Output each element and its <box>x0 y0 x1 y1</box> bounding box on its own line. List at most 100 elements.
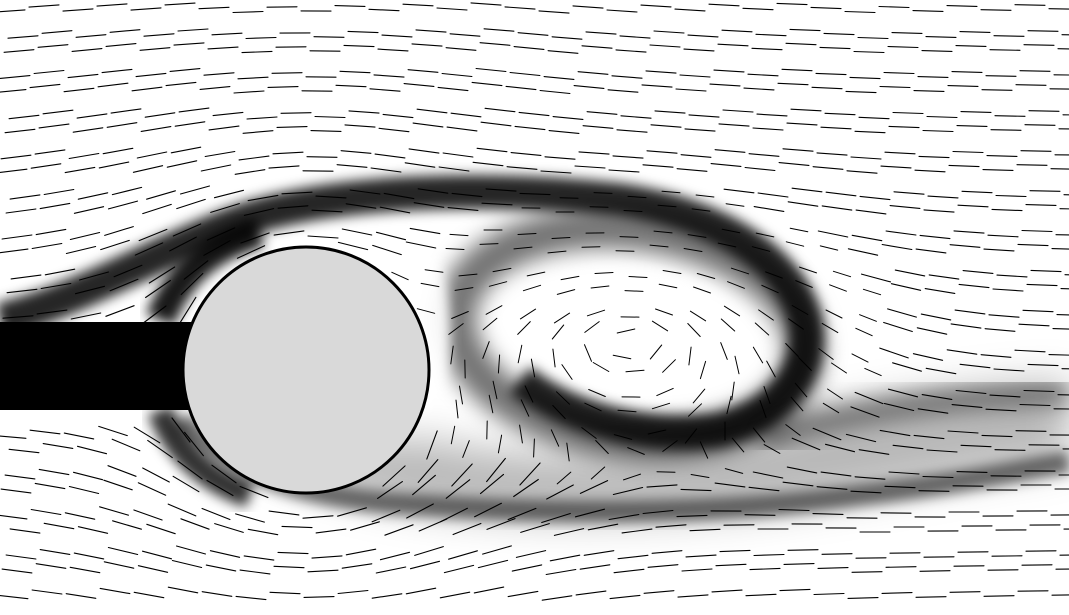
streakline-dash <box>34 482 66 490</box>
streakline-dash <box>179 296 197 324</box>
streakline-dash <box>612 354 632 360</box>
streakline-dash <box>524 385 534 403</box>
streakline-dash <box>996 274 1028 278</box>
streakline-dash <box>486 518 516 530</box>
streakline-dash <box>925 36 957 38</box>
streakline-dash <box>43 522 75 530</box>
streakline-dash <box>455 399 459 419</box>
streakline-dash <box>763 386 771 404</box>
streakline-dash <box>147 439 173 459</box>
streakline-dash <box>403 83 435 87</box>
streakline-dash <box>761 284 779 294</box>
streakline-dash <box>675 88 707 92</box>
streakline-dash <box>314 115 346 119</box>
streakline-dash <box>146 523 176 535</box>
streakline-dash <box>812 427 842 441</box>
streakline-dash <box>789 28 821 32</box>
streakline-dash <box>606 9 638 13</box>
streakline-dash <box>234 169 266 175</box>
streakline-dash <box>955 45 987 47</box>
streakline-dash <box>1061 34 1069 36</box>
streakline-dash <box>948 164 980 168</box>
streakline-dash <box>271 72 303 74</box>
streakline-dash <box>574 508 606 518</box>
streakline-dash <box>481 202 513 206</box>
streakline-dash <box>864 367 882 377</box>
streakline-dash <box>547 250 567 254</box>
streakline-dash <box>556 471 572 485</box>
streakline-dash <box>850 156 882 160</box>
streakline-dash <box>721 29 753 33</box>
streakline-dash <box>107 546 139 556</box>
streakline-dash <box>302 515 334 519</box>
streakline-dash <box>989 49 1021 51</box>
streakline-dash <box>522 284 542 292</box>
streakline-dash <box>1030 269 1062 273</box>
streakline-dash <box>96 3 128 7</box>
streakline-dash <box>479 473 505 495</box>
streakline-dash <box>778 508 810 512</box>
streakline-dash <box>586 309 606 317</box>
streakline-dash <box>100 239 130 251</box>
streakline-dash <box>73 552 105 560</box>
streakline-dash <box>854 476 886 480</box>
streakline-dash <box>695 194 715 198</box>
streakline-dash <box>649 244 669 248</box>
streakline-dash <box>407 69 439 73</box>
streakline-dash <box>240 232 270 244</box>
streakline-dash <box>582 125 614 129</box>
streakline-dash <box>854 130 886 134</box>
streakline-dash <box>662 440 678 452</box>
streakline-dash <box>951 71 983 73</box>
streakline-dash <box>272 151 304 155</box>
streakline-dash <box>307 569 339 573</box>
streakline-dash <box>538 10 570 14</box>
streakline-dash <box>245 36 277 40</box>
streakline-dash <box>552 348 556 368</box>
streakline-dash <box>677 594 709 598</box>
streakline-dash <box>345 203 377 209</box>
streakline-dash <box>307 235 339 239</box>
streakline-dash <box>850 406 880 418</box>
streakline-dash <box>75 34 107 38</box>
streakline-dash <box>879 429 911 437</box>
streakline-dash <box>885 566 917 568</box>
streakline-dash <box>409 560 441 570</box>
streakline-dash <box>688 403 702 417</box>
streakline-dash <box>651 320 669 332</box>
streakline-dash <box>378 127 410 133</box>
streakline-dash <box>1015 84 1047 86</box>
streakline-dash <box>776 2 808 6</box>
streakline-dash <box>981 434 1013 438</box>
streakline-dash <box>519 424 523 444</box>
streakline-dash <box>959 31 991 33</box>
streakline-dash <box>530 358 536 378</box>
streakline-dash <box>507 590 539 598</box>
streakline-dash <box>349 189 381 195</box>
streakline-dash <box>203 240 231 256</box>
streakline-dash <box>946 5 978 7</box>
streakline-dash <box>620 115 652 119</box>
streakline-dash <box>169 236 197 252</box>
streakline-dash <box>276 126 308 128</box>
streakline-dash <box>43 188 75 196</box>
streakline-dash <box>578 151 610 155</box>
streakline-dash <box>696 273 716 279</box>
streakline-dash <box>988 314 1020 318</box>
streakline-dash <box>136 151 168 159</box>
streakline-dash <box>798 357 812 371</box>
streakline-dash <box>148 266 176 284</box>
streakline-dash <box>238 155 270 161</box>
streakline-dash <box>1016 164 1048 166</box>
streakline-dash <box>549 554 581 562</box>
streakline-dash <box>581 427 597 439</box>
streakline-dash <box>819 46 851 50</box>
streakline-dash <box>752 346 764 364</box>
streakline-dash <box>391 271 409 281</box>
streakline-dash <box>747 73 779 77</box>
streakline-dash <box>748 486 780 492</box>
streakline-dash <box>608 169 640 173</box>
streakline-dash <box>888 471 920 475</box>
streakline-dash <box>860 273 892 283</box>
